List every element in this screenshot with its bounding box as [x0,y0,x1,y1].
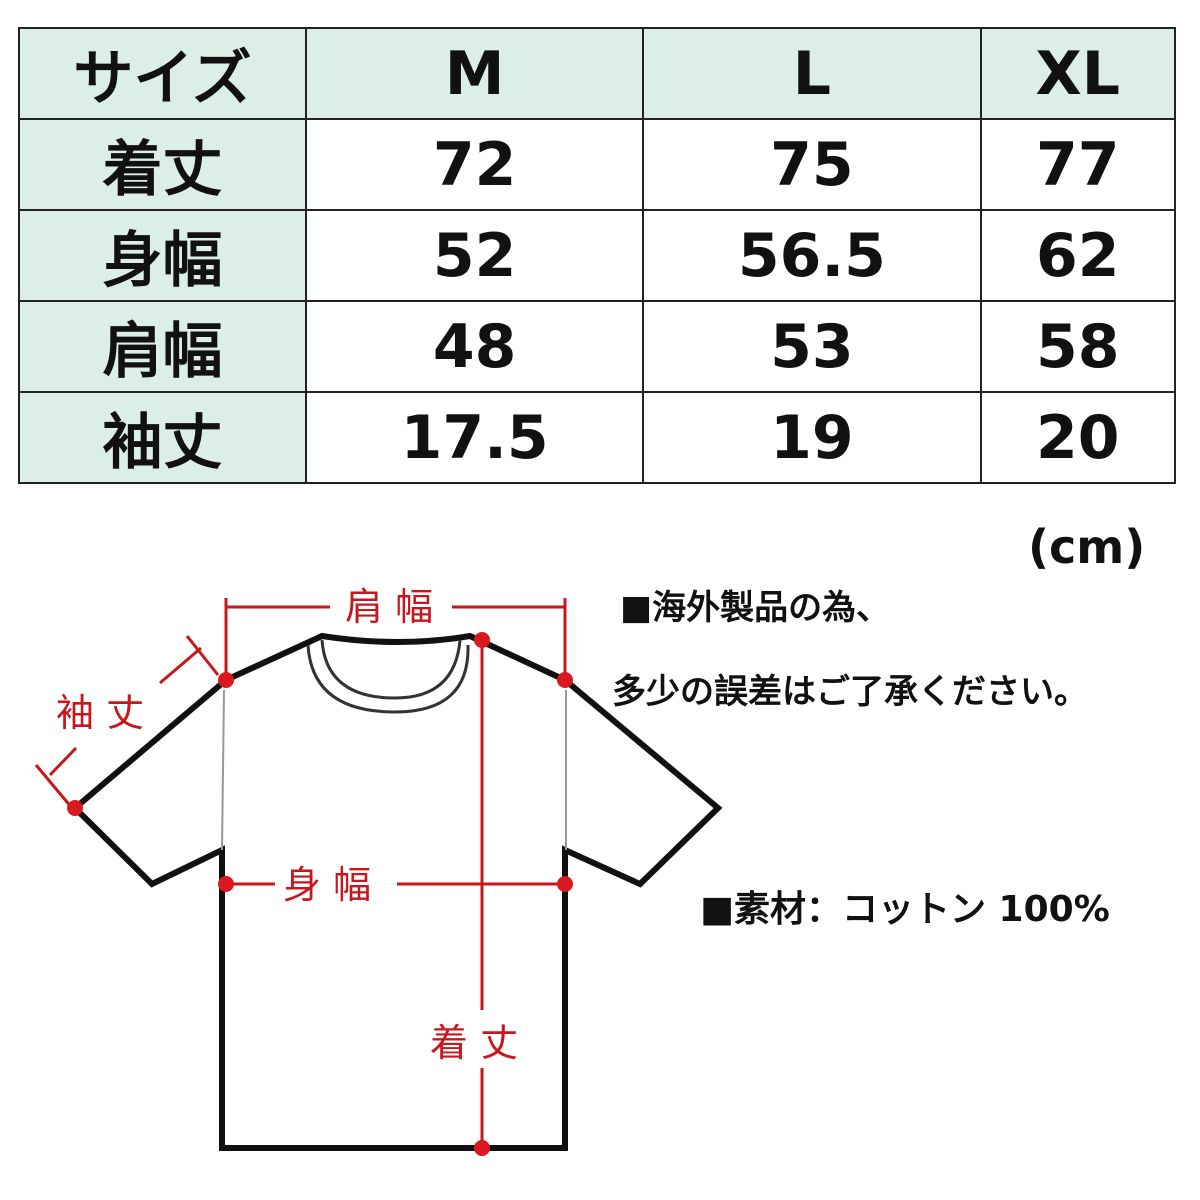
length-label: 着 丈 [430,1021,518,1065]
material-note: ■素材：コットン 100% [700,889,1110,930]
cell: 53 [642,300,982,393]
row-label: 肩幅 [18,300,307,393]
table-row: 肩幅 48 53 58 [18,300,1177,393]
tshirt-outline-icon [70,632,723,1151]
measure-point [474,632,490,648]
note-line-1: ■海外製品の為、 [620,588,891,628]
unit-label: (cm) [1028,520,1146,574]
row-label: 袖丈 [18,391,307,484]
measure-point [218,876,234,892]
sleeve-label: 袖 丈 [56,691,144,735]
cell: 48 [304,300,645,393]
measure-point [474,1140,490,1156]
cell: 56.5 [642,209,982,302]
cell: 52 [304,209,645,302]
cell: 62 [979,209,1177,302]
table-row: 袖丈 17.5 19 20 [18,391,1177,484]
row-label: 身幅 [18,209,307,302]
measure-point [67,800,83,816]
cell: 19 [642,391,982,484]
table-row: 身幅 52 56.5 62 [18,209,1177,302]
size-table: サイズ M L XL 着丈 72 75 77 身幅 52 56.5 62 肩幅 … [18,27,1177,484]
measure-point [557,672,573,688]
header-xl: XL [979,27,1177,120]
table-header-row: サイズ M L XL [18,27,1177,120]
cell: 17.5 [304,391,645,484]
chest-label: 身 幅 [283,863,371,907]
header-l: L [642,27,982,120]
neckline-icon [306,639,470,714]
armhole-lines [221,689,567,851]
shoulder-label: 肩 幅 [345,585,433,629]
table-row: 着丈 72 75 77 [18,118,1177,211]
cell: 75 [642,118,982,211]
measure-lines [34,598,567,1148]
cell: 20 [979,391,1177,484]
cell: 58 [979,300,1177,393]
measure-point [218,672,234,688]
measure-point [557,876,573,892]
note-line-2: 多少の誤差はご了承ください。 [612,672,1088,712]
cell: 72 [304,118,645,211]
cell: 77 [979,118,1177,211]
header-size: サイズ [18,27,307,120]
measure-points [67,632,573,1156]
header-m: M [304,27,645,120]
row-label: 着丈 [18,118,307,211]
